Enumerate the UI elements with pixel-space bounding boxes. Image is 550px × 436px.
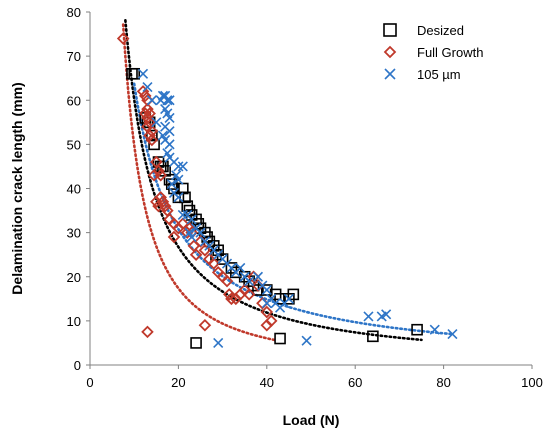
data-point-105-m	[261, 284, 272, 296]
data-point-105-m	[381, 309, 392, 320]
data-point-105-m	[261, 298, 272, 309]
trendline-desized	[124, 18, 423, 342]
data-point-105-m	[146, 95, 157, 106]
legend-label: 105 µm	[417, 67, 461, 82]
y-axis-title: Delamination crack length (mm)	[9, 82, 25, 294]
data-point-desized	[190, 337, 202, 349]
data-point-desized	[274, 293, 286, 305]
data-point-105-m	[162, 95, 173, 106]
data-point-105-m	[283, 293, 294, 304]
x-tick-label: 0	[86, 375, 93, 390]
y-tick-label: 30	[67, 226, 81, 241]
x-axis-title: Load (N)	[283, 412, 340, 428]
data-point-105-m	[164, 95, 175, 106]
data-point-full-growth	[198, 319, 212, 332]
y-tick-label: 70	[67, 49, 81, 64]
data-point-full-growth	[143, 129, 156, 142]
data-point-105-m	[213, 337, 224, 349]
data-point-full-growth	[167, 230, 181, 244]
data-point-105-m	[164, 139, 175, 150]
data-point-desized	[367, 330, 379, 343]
data-point-full-growth	[176, 217, 190, 231]
trendline-full-growth	[121, 23, 277, 342]
legend-marker-desized	[383, 23, 397, 37]
data-point-105-m	[429, 324, 440, 335]
data-point-105-m	[173, 174, 184, 185]
data-point-desized	[274, 332, 286, 345]
y-tick-label: 60	[67, 93, 81, 108]
data-point-105-m	[164, 126, 175, 137]
data-point-105-m	[166, 179, 177, 190]
axes	[89, 12, 532, 366]
data-point-full-growth	[222, 288, 236, 301]
data-point-desized	[179, 191, 191, 204]
x-tick-label: 80	[436, 375, 450, 390]
data-point-105-m	[186, 231, 197, 243]
data-point-desized	[411, 323, 423, 336]
y-tick-label: 0	[74, 358, 81, 373]
data-point-full-growth	[138, 89, 152, 103]
data-point-full-growth	[154, 168, 167, 182]
data-point-full-growth	[198, 244, 212, 257]
legend-marker-full-growth	[383, 45, 397, 59]
data-point-full-growth	[260, 305, 274, 319]
data-point-105-m	[142, 81, 153, 93]
data-point-full-growth	[138, 107, 152, 120]
data-point-full-growth	[158, 199, 172, 213]
data-point-full-growth	[141, 325, 154, 339]
x-tick-label: 60	[348, 375, 362, 390]
data-point-full-growth	[260, 319, 274, 332]
legend-marker-105-m	[384, 68, 396, 80]
data-point-105-m	[173, 192, 184, 203]
data-point-105-m	[137, 68, 149, 79]
data-point-desized	[128, 67, 140, 80]
tick-labels: 0 20 40 60 80 100 0 10 20 30 40 50 60 70 80	[67, 5, 543, 390]
data-point-105-m	[363, 311, 374, 322]
data-point-105-m	[186, 214, 197, 225]
data-point-105-m	[301, 335, 312, 346]
legend-label: Desized	[417, 23, 464, 38]
y-tick-label: 10	[67, 314, 81, 329]
data-point-desized	[252, 284, 264, 296]
data-point-105-m	[151, 117, 162, 128]
data-point-105-m	[235, 262, 246, 273]
data-point-105-m	[177, 161, 188, 172]
data-point-full-growth	[225, 292, 238, 306]
data-point-desized	[146, 129, 158, 142]
data-point-105-m	[252, 271, 264, 282]
x-tick-label: 20	[171, 375, 185, 390]
data-point-105-m	[173, 161, 184, 172]
data-point-desized	[216, 253, 229, 265]
data-point-105-m	[177, 209, 188, 221]
y-tick-label: 50	[67, 137, 81, 152]
data-point-full-growth	[116, 32, 130, 45]
data-point-105-m	[447, 329, 458, 340]
y-tick-label: 80	[67, 5, 81, 20]
data-point-105-m	[195, 227, 206, 238]
data-point-105-m	[244, 276, 255, 287]
data-point-full-growth	[156, 195, 170, 209]
legend: Desized Full Growth 105 µm	[383, 23, 483, 82]
data-point-105-m	[164, 112, 175, 123]
legend-label: Full Growth	[417, 45, 483, 60]
data-point-desized	[287, 288, 300, 301]
data-point-full-growth	[220, 274, 234, 288]
data-point-full-growth	[136, 85, 150, 98]
y-tick-label: 40	[67, 182, 81, 197]
data-point-full-growth	[207, 257, 221, 270]
data-point-layer	[116, 32, 458, 349]
x-tick-label: 100	[521, 375, 543, 390]
data-point-full-growth	[145, 133, 159, 147]
y-tick-label: 20	[67, 270, 81, 285]
data-point-desized	[148, 138, 160, 151]
data-point-full-growth	[189, 248, 203, 261]
data-point-full-growth	[154, 191, 167, 204]
trendline-105-m	[132, 82, 454, 336]
x-tick-label: 40	[260, 375, 274, 390]
data-point-full-growth	[242, 288, 256, 301]
